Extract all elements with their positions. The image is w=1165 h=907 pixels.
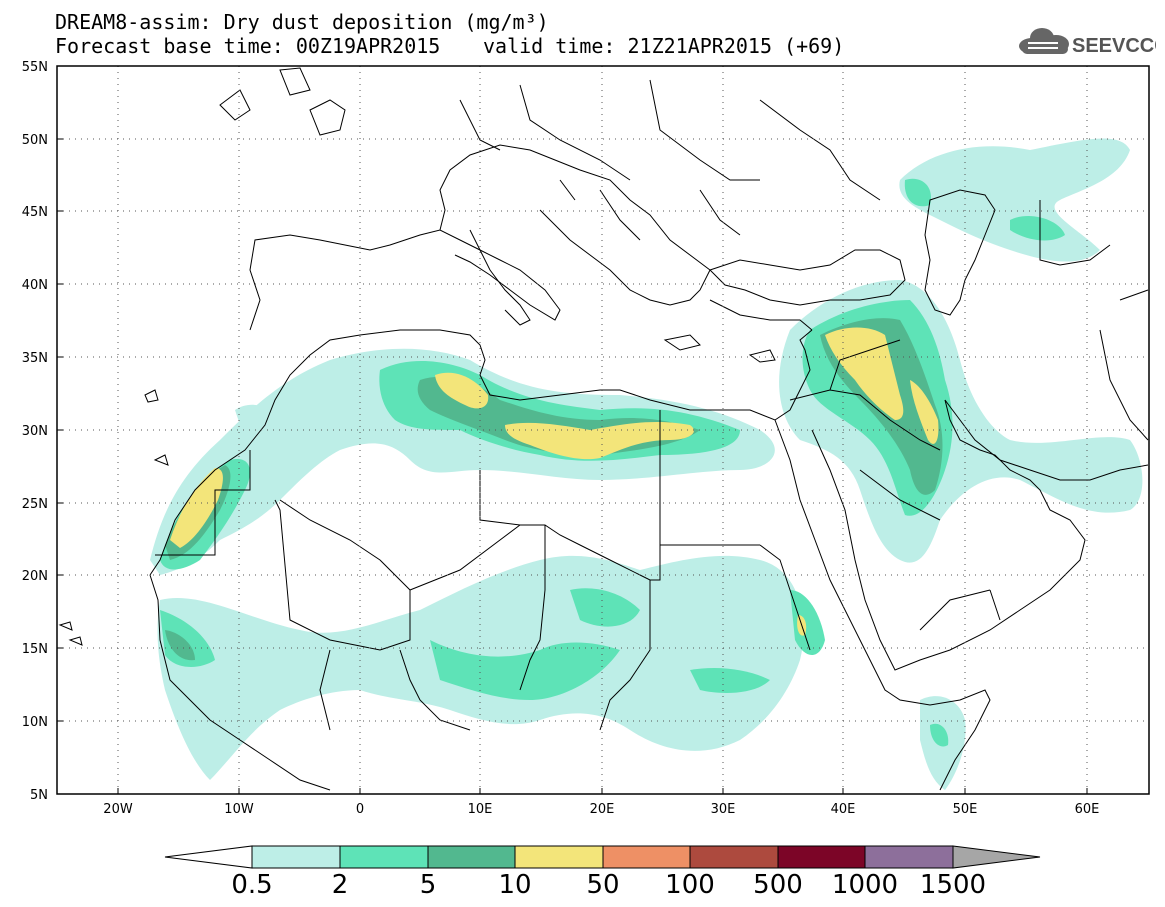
lon-label: 10E bbox=[468, 802, 493, 817]
colorbar-swatch bbox=[427, 845, 516, 869]
coastlines-borders bbox=[58, 67, 1149, 791]
lon-label: 20E bbox=[590, 802, 615, 817]
colorbar-label: 10 bbox=[498, 870, 531, 900]
colorbar-label: 5 bbox=[420, 870, 437, 900]
colorbar-label: 1500 bbox=[920, 870, 986, 900]
lat-label: 30N bbox=[22, 424, 48, 439]
colorbar-label: 0.5 bbox=[231, 870, 272, 900]
lon-label: 40E bbox=[831, 802, 856, 817]
colorbar-label: 100 bbox=[665, 870, 715, 900]
lat-label: 15N bbox=[22, 642, 48, 657]
lat-label: 35N bbox=[22, 351, 48, 366]
colorbar-swatch bbox=[864, 845, 954, 869]
graticule bbox=[57, 66, 1149, 794]
colorbar-label: 50 bbox=[586, 870, 619, 900]
lat-label: 55N bbox=[22, 60, 48, 75]
axis-ticks bbox=[57, 65, 1088, 795]
lat-label: 20N bbox=[22, 569, 48, 584]
longitude-labels: 20W 10W 0 10E 20E 30E 40E 50E 60E bbox=[103, 802, 1099, 817]
colorbar-swatch bbox=[339, 845, 429, 869]
lat-label: 40N bbox=[22, 278, 48, 293]
colorbar-under-arrow bbox=[164, 845, 253, 869]
colorbar-label: 2 bbox=[332, 870, 349, 900]
seevccc-logo: SEEVCCC bbox=[1019, 28, 1156, 57]
dust-deposition-field bbox=[150, 138, 1143, 790]
lon-label: 30E bbox=[711, 802, 736, 817]
lat-label: 10N bbox=[22, 715, 48, 730]
colorbar: 0.5 2 5 10 50 100 500 1000 1500 bbox=[164, 845, 1041, 900]
colorbar-swatch bbox=[689, 845, 779, 869]
colorbar-swatch bbox=[251, 845, 341, 869]
colorbar-label: 500 bbox=[753, 870, 803, 900]
lat-label: 25N bbox=[22, 497, 48, 512]
dust-level-4 bbox=[170, 327, 939, 636]
forecast-base-time: Forecast base time: 00Z19APR2015 bbox=[55, 34, 441, 58]
map-title: DREAM8-assim: Dry dust deposition (mg/m³… bbox=[55, 10, 549, 34]
logo-text: SEEVCCC bbox=[1072, 35, 1156, 57]
valid-time: valid time: 21Z21APR2015 (+69) bbox=[483, 34, 845, 58]
lon-label: 0 bbox=[356, 802, 364, 817]
colorbar-over-arrow bbox=[952, 845, 1041, 869]
colorbar-swatch bbox=[777, 845, 866, 869]
latitude-labels: 55N 50N 45N 40N 35N 30N 25N 20N 15N 10N … bbox=[22, 60, 48, 803]
lon-label: 20W bbox=[103, 802, 133, 817]
lon-label: 50E bbox=[953, 802, 978, 817]
lon-label: 60E bbox=[1075, 802, 1100, 817]
lon-label: 10W bbox=[224, 802, 254, 817]
colorbar-swatch bbox=[514, 845, 604, 869]
lat-label: 5N bbox=[30, 788, 48, 803]
colorbar-label: 1000 bbox=[832, 870, 898, 900]
lat-label: 50N bbox=[22, 133, 48, 148]
lat-label: 45N bbox=[22, 205, 48, 220]
colorbar-swatch bbox=[602, 845, 691, 869]
